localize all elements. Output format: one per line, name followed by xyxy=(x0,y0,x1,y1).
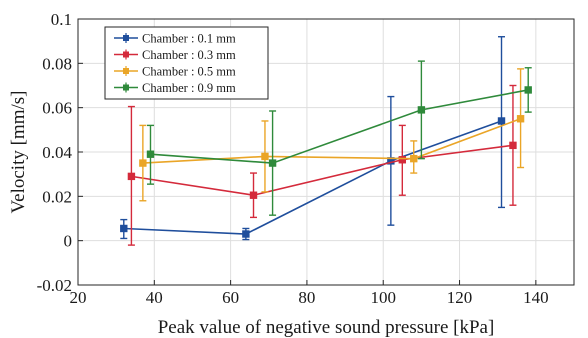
x-tick-label: 80 xyxy=(298,288,315,307)
legend-marker xyxy=(123,84,129,91)
series-layer xyxy=(120,36,532,246)
data-point xyxy=(120,224,128,233)
y-tick-label: -0.02 xyxy=(37,276,72,295)
legend-marker xyxy=(123,51,129,58)
legend-item: Chamber : 0.1 mm xyxy=(114,32,236,46)
legend-label: Chamber : 0.5 mm xyxy=(142,65,236,79)
data-point xyxy=(127,172,136,181)
series-1 xyxy=(127,84,517,246)
series-2 xyxy=(139,68,525,202)
data-point xyxy=(410,154,418,163)
legend-item: Chamber : 0.5 mm xyxy=(114,65,236,79)
data-point xyxy=(516,115,525,123)
x-axis-title: Peak value of negative sound pressure [k… xyxy=(158,317,495,338)
data-point xyxy=(509,141,517,150)
x-tick-label: 20 xyxy=(70,288,87,307)
series-line xyxy=(142,118,521,164)
ticks: 20 40 60 80 100 120 140 -0.02 0 0.02 0.04 0.06 0.08 0… xyxy=(37,10,549,307)
legend-marker xyxy=(123,35,129,41)
legend-item: Chamber : 0.9 mm xyxy=(114,81,236,95)
y-tick-label: 0.02 xyxy=(42,187,72,206)
data-point xyxy=(524,86,532,94)
data-point xyxy=(139,159,147,167)
series-0 xyxy=(120,36,506,241)
y-axis-title: Velocity [mm/s] xyxy=(8,91,29,214)
legend-label: Chamber : 0.9 mm xyxy=(142,81,236,95)
x-tick-label: 60 xyxy=(222,288,239,307)
y-tick-label: 0 xyxy=(64,232,73,251)
data-point xyxy=(417,106,426,114)
legend-label: Chamber : 0.1 mm xyxy=(142,32,236,46)
series-3 xyxy=(146,60,532,216)
data-point xyxy=(268,159,277,167)
y-tick-label: 0.06 xyxy=(42,99,72,118)
y-tick-label: 0.08 xyxy=(42,54,72,73)
data-point xyxy=(242,230,250,238)
data-point xyxy=(497,117,506,125)
data-point xyxy=(146,150,155,158)
x-tick-label: 120 xyxy=(447,288,473,307)
x-tick-label: 100 xyxy=(370,288,396,307)
series-line xyxy=(131,144,514,197)
data-point xyxy=(261,152,269,161)
legend-marker xyxy=(123,68,129,74)
y-tick-label: 0.1 xyxy=(51,10,72,29)
x-tick-label: 140 xyxy=(523,288,549,307)
series-line xyxy=(150,89,529,164)
legend-item: Chamber : 0.3 mm xyxy=(114,48,236,62)
x-tick-label: 40 xyxy=(146,288,163,307)
data-point xyxy=(398,156,407,164)
series-line xyxy=(123,120,502,235)
legend-label: Chamber : 0.3 mm xyxy=(142,48,236,62)
data-point xyxy=(249,191,258,199)
y-tick-label: 0.04 xyxy=(42,143,72,162)
legend: Chamber : 0.1 mm Chamber : 0.3 mm Chamber … xyxy=(104,26,269,100)
